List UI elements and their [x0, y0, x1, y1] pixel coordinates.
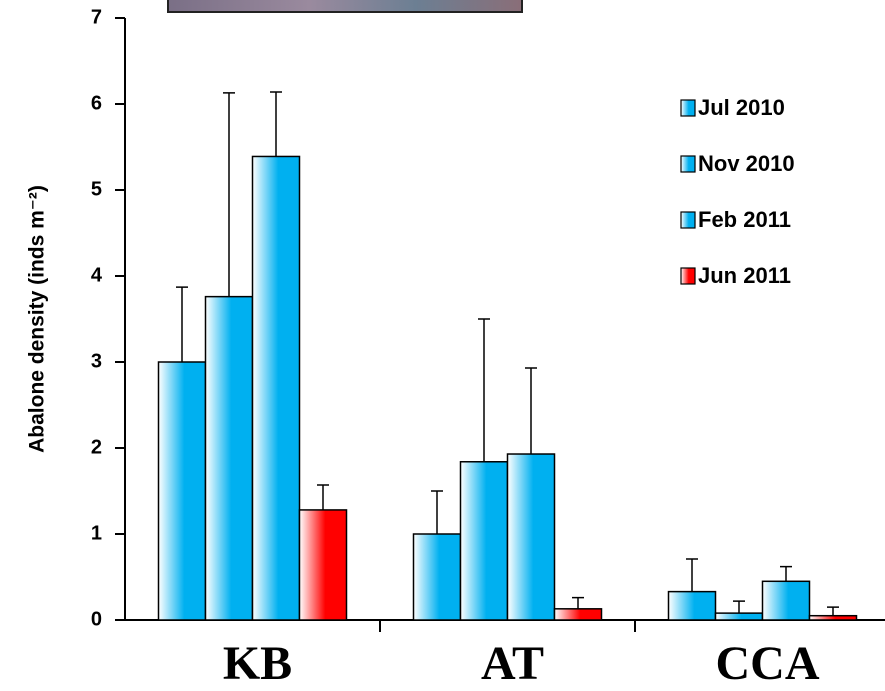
error-bar	[780, 565, 792, 582]
legend-label: Feb 2011	[698, 207, 791, 232]
error-bar	[686, 558, 698, 592]
legend-label: Jul 2010	[698, 95, 785, 120]
bar	[412, 533, 462, 621]
error-bar	[525, 367, 537, 455]
bar	[506, 453, 556, 621]
bar	[761, 580, 811, 621]
bar	[714, 612, 764, 621]
y-tick-label: 6	[91, 92, 102, 114]
y-axis-title: Abalone density (inds m⁻²)	[26, 185, 49, 453]
legend-swatch	[680, 267, 696, 285]
legend-swatch	[680, 211, 696, 229]
photo-fragment	[167, 0, 523, 13]
error-bar	[431, 490, 443, 534]
y-tick-label: 2	[91, 436, 102, 458]
bar	[553, 608, 603, 621]
legend-label: Jun 2011	[698, 263, 791, 288]
bar	[808, 614, 858, 621]
legend-swatch	[680, 155, 696, 173]
error-bar	[733, 600, 745, 614]
y-tick-label: 7	[91, 6, 102, 28]
bar	[298, 509, 348, 621]
error-bar	[223, 92, 235, 297]
x-tick-label: AT	[481, 637, 544, 690]
bar	[667, 590, 717, 621]
bar	[459, 461, 509, 621]
y-tick-label: 1	[91, 522, 102, 544]
error-bar	[478, 318, 490, 462]
x-tick-label: KB	[223, 637, 292, 690]
y-tick-label: 3	[91, 350, 102, 372]
error-bar	[317, 484, 329, 510]
y-tick-label: 5	[91, 178, 102, 200]
error-bar	[572, 596, 584, 609]
y-tick-label: 0	[91, 608, 102, 630]
y-tick-label: 4	[91, 264, 103, 286]
bar	[204, 295, 254, 621]
error-bar	[270, 91, 282, 157]
bar	[251, 155, 301, 621]
legend-swatch	[680, 99, 696, 117]
x-tick-label: CCA	[716, 637, 820, 690]
error-bar	[176, 286, 188, 362]
legend-label: Nov 2010	[698, 151, 795, 176]
error-bar	[827, 606, 839, 616]
bar	[157, 361, 207, 621]
